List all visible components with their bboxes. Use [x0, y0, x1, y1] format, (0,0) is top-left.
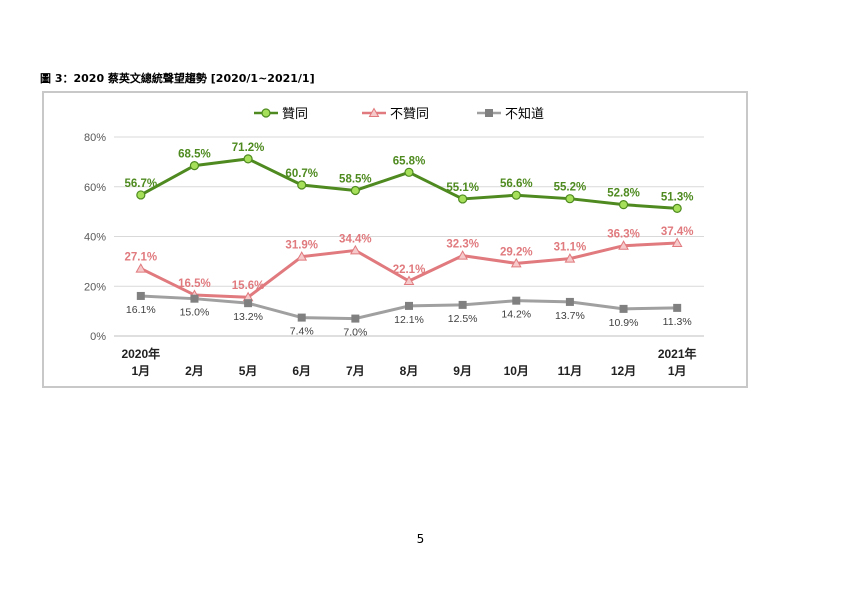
- data-label: 56.6%: [500, 178, 533, 190]
- data-point: [136, 190, 146, 200]
- data-label: 16.5%: [178, 278, 211, 290]
- x-tick-label: 2月: [185, 364, 204, 378]
- data-label: 52.8%: [607, 188, 640, 200]
- data-label: 22.1%: [393, 264, 426, 276]
- x-tick-label: 10月: [504, 364, 529, 378]
- data-label: 58.5%: [339, 173, 372, 185]
- page-number: 5: [416, 532, 425, 546]
- y-tick-label: 0%: [90, 331, 106, 343]
- data-label: 55.1%: [446, 182, 479, 194]
- x-tick-label: 1月: [131, 364, 150, 378]
- data-label: 27.1%: [125, 252, 158, 264]
- legend-marker: [485, 109, 493, 117]
- data-label: 60.7%: [285, 168, 318, 180]
- data-point: [296, 251, 308, 261]
- data-point: [671, 237, 683, 247]
- figure-title: 圖 3：2020 蔡英文總統聲望趨勢 [2020/1~2021/1]: [40, 72, 315, 85]
- data-label: 29.2%: [500, 246, 533, 258]
- data-label: 34.4%: [339, 233, 372, 245]
- data-label: 11.3%: [663, 316, 692, 328]
- data-label: 10.9%: [609, 317, 639, 329]
- legend-marker: [261, 108, 271, 118]
- x-tick-label: 6月: [292, 364, 311, 378]
- data-point: [565, 194, 575, 204]
- data-point: [297, 313, 306, 322]
- data-point: [350, 244, 361, 255]
- data-label: 32.3%: [446, 239, 479, 251]
- data-point: [673, 303, 682, 312]
- data-point: [565, 297, 574, 306]
- y-tick-label: 20%: [84, 281, 106, 293]
- data-point: [619, 304, 628, 313]
- y-tick-label: 60%: [84, 182, 106, 194]
- x-tick-label: 8月: [400, 364, 419, 378]
- data-label: 7.0%: [343, 327, 367, 339]
- data-point: [457, 250, 468, 260]
- x-tick-label: 7月: [346, 364, 365, 378]
- data-point: [564, 253, 576, 263]
- legend-label: 贊同: [282, 106, 308, 121]
- y-tick-label: 40%: [84, 232, 106, 244]
- data-label: 56.7%: [125, 178, 158, 190]
- x-tick-label-year: 2020年: [121, 346, 160, 361]
- data-point: [136, 291, 145, 300]
- data-label: 55.2%: [554, 182, 587, 194]
- data-point: [403, 275, 415, 286]
- approval-trend-chart: 0% 20% 40% 60% 80% 2020年 1月 2月 5月 6月 7月 8月 9月 10月 11月 1…: [84, 106, 704, 378]
- data-point: [618, 240, 629, 250]
- data-label: 14.2%: [501, 309, 531, 321]
- data-label: 13.2%: [233, 311, 263, 323]
- data-point: [672, 203, 682, 213]
- data-label: 36.3%: [607, 229, 640, 241]
- data-label: 31.1%: [554, 242, 587, 254]
- data-point: [350, 185, 360, 196]
- data-point: [189, 161, 200, 171]
- data-label: 51.3%: [661, 191, 694, 203]
- data-point: [511, 190, 521, 200]
- data-label: 13.7%: [555, 310, 585, 322]
- data-label: 68.5%: [178, 149, 211, 161]
- data-label: 71.2%: [232, 142, 265, 154]
- data-point: [458, 194, 468, 204]
- data-point: [297, 180, 307, 190]
- data-label: 12.5%: [448, 313, 478, 325]
- chart-frame: 0% 20% 40% 60% 80% 2020年 1月 2月 5月 6月 7月 8月 9月 10月 11月 1…: [42, 91, 748, 388]
- x-tick-label-year: 2021年: [658, 346, 697, 361]
- data-point: [135, 263, 147, 273]
- data-label: 37.4%: [661, 226, 694, 238]
- data-label: 65.8%: [393, 155, 426, 167]
- x-tick-label: 1月: [668, 364, 687, 378]
- data-label: 15.6%: [232, 280, 265, 292]
- x-tick-label: 12月: [611, 364, 636, 378]
- data-label: 7.4%: [290, 326, 314, 338]
- x-tick-label: 9月: [453, 364, 472, 378]
- data-label: 15.0%: [180, 307, 210, 319]
- data-point: [243, 154, 253, 164]
- data-label: 12.1%: [394, 314, 424, 326]
- legend-marker: [368, 107, 380, 117]
- data-point: [510, 257, 522, 268]
- data-point: [190, 294, 199, 303]
- legend-label: 不知道: [505, 106, 544, 121]
- data-point: [405, 301, 413, 310]
- data-label: 31.9%: [285, 240, 318, 252]
- x-tick-label: 5月: [239, 364, 258, 378]
- data-point: [618, 200, 629, 210]
- x-tick-label: 11月: [558, 364, 583, 378]
- data-point: [512, 296, 521, 305]
- data-point: [404, 167, 414, 177]
- data-point: [244, 299, 253, 308]
- data-point: [351, 314, 360, 323]
- data-point: [458, 300, 467, 309]
- data-label: 16.1%: [126, 304, 156, 316]
- y-tick-label: 80%: [84, 132, 106, 144]
- legend-label: 不贊同: [390, 106, 429, 121]
